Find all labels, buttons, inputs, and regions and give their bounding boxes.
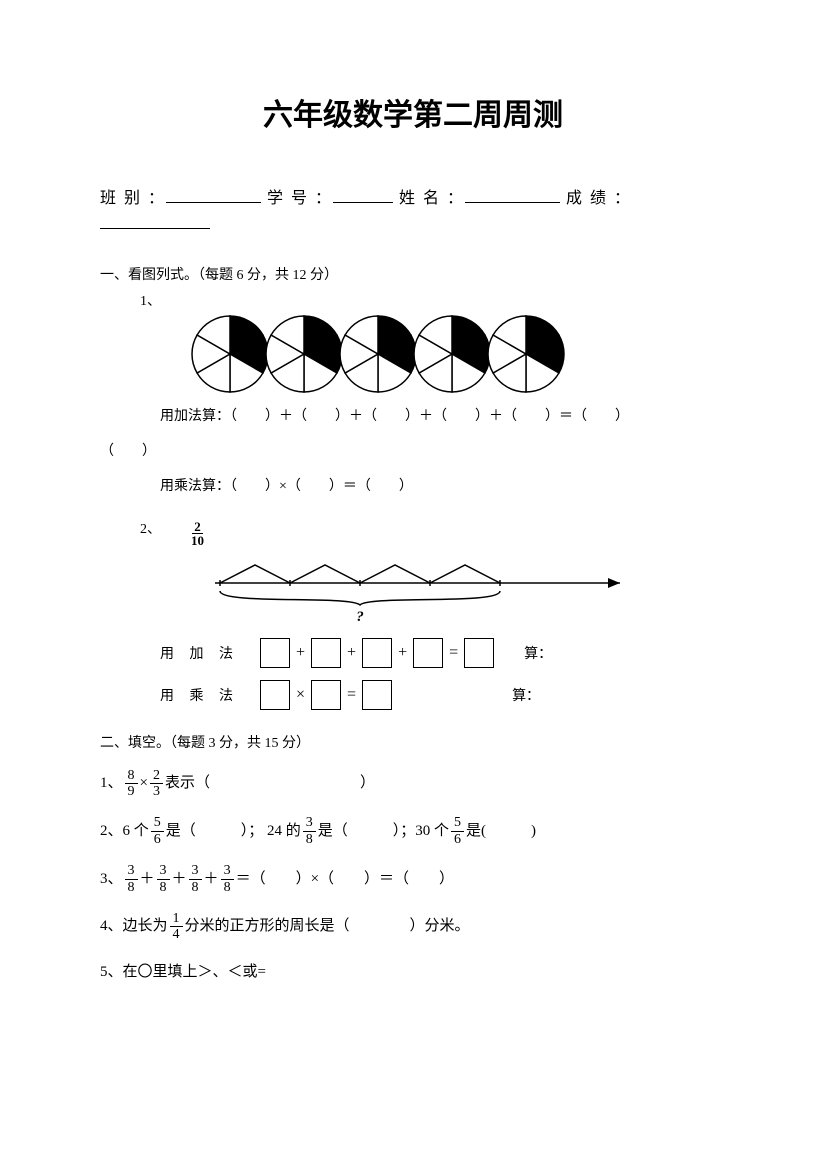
q2-multiplication-row: 用 乘 法 × = 算： [160,680,726,710]
q2-add-tail: 算： [524,643,552,663]
q2-fraction-label: 2 10 [191,520,204,547]
score-label: 成 绩 ： [566,190,632,207]
svg-text:?: ? [356,609,364,621]
page-title: 六年级数学第二周周测 [100,90,726,134]
q2-addition-row: 用 加 法 + + + = 算： [160,638,726,668]
pie-icon [264,314,344,394]
section1-heading: 一、看图列式。（每题 6 分，共 12 分） [100,264,726,284]
fill-q3: 3、 38 ＋ 38 ＋ 38 ＋ 38 ＝（ ）×（ ）＝（ ） [100,863,726,895]
fill-q2: 2、6 个 56 是（ ）； 24 的 38 是（ ）；30 个 56 是( ) [100,815,726,847]
q2-mul-label: 用 乘 法 [160,685,260,705]
section2-heading: 二、填空。（每题 3 分，共 15 分） [100,732,726,752]
number-line-diagram: ? [200,551,726,626]
q1-paren-close: （ ） [100,439,726,464]
pie-icon [190,314,270,394]
score-blank [100,228,210,229]
q2-mul-tail: 算： [512,685,540,705]
pie-icon [338,314,418,394]
id-label: 学 号 ： [267,190,333,207]
q1-multiplication-line: 用乘法算：（ ）×（ ）＝（ ） [160,474,726,499]
fill-q4: 4、边长为 14 分米的正方形的周长是（ ）分米。 [100,911,726,943]
class-label: 班 别 ： [100,190,166,207]
pie-icon [486,314,566,394]
fill-q1: 1、 89 × 23 表示（ ） [100,768,726,800]
name-label: 姓 名 ： [399,190,465,207]
q2-number: 2、 [140,518,161,538]
info-line: 班 别 ： 学 号 ： 姓 名 ： 成 绩 ： [100,184,726,208]
q2-add-label: 用 加 法 [160,643,260,663]
pie-icon [412,314,492,394]
q1-number: 1、 [140,290,726,310]
pie-row [190,314,726,394]
fill-q5: 5、在〇里填上＞、＜或= [100,959,726,986]
q1-addition-line: 用加法算：（ ）＋（ ）＋（ ）＋（ ）＋（ ）＝（ ） [160,404,726,429]
